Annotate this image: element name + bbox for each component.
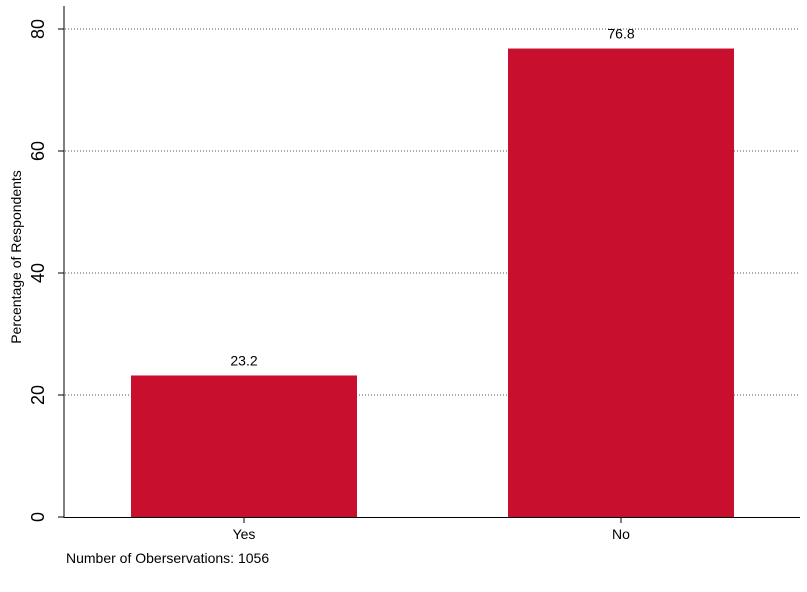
y-tick-label: 40 xyxy=(28,263,48,283)
axes xyxy=(63,6,800,518)
y-tick-label: 0 xyxy=(28,512,48,522)
y-tick-label: 80 xyxy=(28,19,48,39)
bar-value-label: 23.2 xyxy=(230,352,257,368)
y-tick-label: 20 xyxy=(28,385,48,405)
bar-value-labels: 23.2 76.8 xyxy=(230,26,634,369)
bar-value-label: 76.8 xyxy=(607,26,634,42)
y-ticks: 0 20 40 60 80 xyxy=(28,19,64,522)
y-axis-title: Percentage of Respondents xyxy=(8,170,24,344)
bar-yes xyxy=(131,375,357,517)
y-tick-label: 60 xyxy=(28,141,48,161)
x-tick-label: No xyxy=(612,526,630,542)
x-tick-label: Yes xyxy=(233,526,256,542)
x-ticks: Yes No xyxy=(233,517,630,542)
observations-note: Number of Oberservations: 1056 xyxy=(66,550,269,566)
bar-no xyxy=(508,48,734,518)
bars xyxy=(131,48,734,518)
